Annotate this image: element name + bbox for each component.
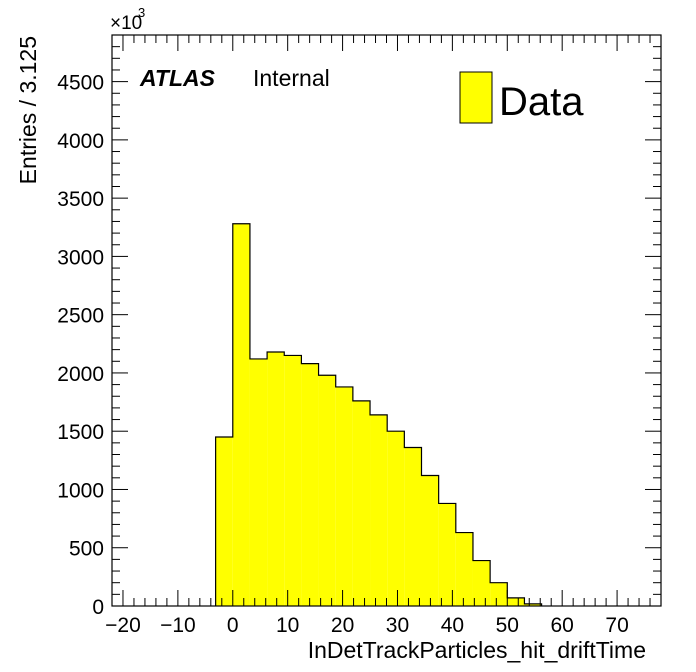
y-tick-label: 3000 [57,246,104,269]
y-tick-label: 1500 [57,421,104,444]
y-tick-label: 4500 [57,72,104,95]
histogram-bar [455,532,473,606]
histogram-bar [490,582,508,606]
x-tick-label: 0 [227,614,239,637]
x-tick-label: 50 [496,614,519,637]
y-tick-label: 500 [69,538,104,561]
legend-swatch [459,71,493,124]
histogram-bars [215,223,543,606]
axis-ticks [111,34,662,607]
histogram-bar [438,503,456,606]
histogram-bar [507,597,525,606]
x-tick-label: 20 [331,614,354,637]
x-axis-title: InDetTrackParticles_hit_driftTime [308,637,646,663]
y-multiplier-base: ×10 [110,13,142,34]
histogram-bar [370,414,388,606]
histogram-bar [335,386,353,606]
histogram-bar [249,358,268,606]
histogram-bar [284,355,302,606]
x-tick-label: 70 [605,614,628,637]
histogram-outline [215,223,543,606]
atlas-label: ATLAS [139,65,216,91]
x-tick-label: 30 [386,614,409,637]
y-tick-label: 2500 [57,305,104,328]
y-tick-label: 1000 [57,479,104,502]
histogram-bar [232,223,250,606]
histogram-bar [387,431,405,606]
histogram-bar [318,375,336,606]
y-tick-label: 0 [92,596,104,619]
x-tick-label: −20 [105,614,141,637]
histogram-bar [301,363,319,606]
histogram-bar [404,447,422,606]
plot-frame [111,34,662,607]
x-tick-label: −10 [160,614,196,637]
y-tick-label: 4000 [57,130,104,153]
y-tick-labels: 0 500 1000 1500 2000 2500 3000 3500 4000 4500 [57,72,104,619]
y-axis-title: Entries / 3.125 [15,36,41,184]
histogram-bar [421,475,439,606]
x-tick-label: 60 [551,614,574,637]
y-tick-label: 3500 [57,188,104,211]
x-tick-labels: −20 −10 0 10 20 30 40 50 60 70 [105,614,629,637]
histogram-bar [215,437,233,606]
histogram-bar [472,560,491,606]
x-tick-label: 10 [276,614,299,637]
legend-entry-data: Data [499,80,584,124]
histogram-bar [267,351,285,606]
histogram-bar [352,400,371,606]
internal-label: Internal [253,65,330,91]
histogram-bar [524,603,542,606]
x-tick-label: 40 [441,614,464,637]
y-tick-label: 2000 [57,363,104,386]
y-multiplier-exponent: 3 [138,5,145,20]
